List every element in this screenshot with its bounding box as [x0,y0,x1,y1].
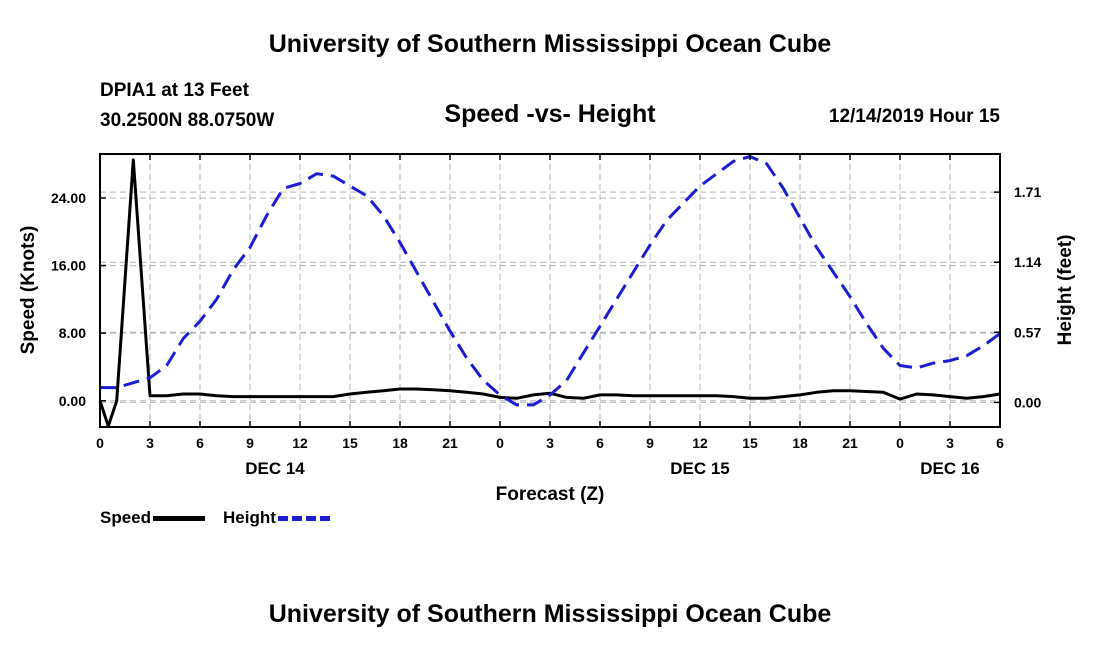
x-tick-label: 15 [342,435,358,451]
legend-item-height: Height [223,508,330,528]
x-tick-label: 21 [442,435,458,451]
x-tick-label: 0 [896,435,904,451]
y-left-tick-label: 16.00 [51,258,86,274]
x-tick-label: 9 [246,435,254,451]
legend-item-speed: Speed [100,508,206,528]
legend-label-speed: Speed [100,508,152,527]
x-tick-label: 0 [96,435,104,451]
y-axis-right-title: Height (feet) [1055,235,1076,346]
x-tick-label: 3 [146,435,154,451]
series-lines [98,155,1001,428]
legend-swatch-speed [153,515,206,521]
y-left-tick-label: 8.00 [59,325,86,341]
y-axis-left-title: Speed (Knots) [18,226,39,355]
x-tick-label: 6 [996,435,1004,451]
legend: Speed Height [100,508,348,528]
x-tick-label: 15 [742,435,758,451]
x-tick-label: 12 [692,435,708,451]
station-coordinates: 30.2500N 88.0750W [100,110,275,131]
x-tick-label: 3 [946,435,954,451]
y-right-tick-label: 0.57 [1014,324,1041,340]
chart-title: Speed -vs- Height [444,100,656,128]
series-line-speed [98,158,1001,428]
footer-title: University of Southern Mississippi Ocean… [268,600,832,628]
x-tick-label: 6 [596,435,604,451]
forecast-datetime: 12/14/2019 Hour 15 [828,106,1000,127]
series-line-height [100,155,1001,407]
x-day-label: DEC 15 [670,459,730,478]
x-tick-label: 3 [546,435,554,451]
x-tick-label: 21 [842,435,858,451]
x-tick-label: 12 [292,435,308,451]
legend-label-height: Height [223,508,276,527]
axes: 0 3 6 9 12 15 18 21 0 3 6 9 12 15 18 21 0 3 6 DEC 14 DEC 15 D… [51,153,1041,478]
y-left-tick-label: 24.00 [51,190,86,206]
y-right-tick-label: 0.00 [1014,394,1041,410]
x-tick-label: 6 [196,435,204,451]
x-tick-label: 18 [792,435,808,451]
station-name: DPIA1 at 13 Feet [100,80,249,101]
x-day-label: DEC 16 [920,459,980,478]
y-right-tick-label: 1.14 [1014,254,1041,270]
x-axis-title: Forecast (Z) [496,484,605,505]
x-day-label: DEC 14 [245,459,305,478]
page-title: University of Southern Mississippi Ocean… [268,30,832,58]
x-tick-label: 9 [646,435,654,451]
y-left-tick-label: 0.00 [59,393,86,409]
y-right-tick-label: 1.71 [1014,184,1041,200]
station-info: DPIA1 at 13 Feet 30.2500N 88.0750W [100,76,274,136]
legend-swatch-height [277,515,330,521]
x-tick-label: 0 [496,435,504,451]
x-tick-label: 18 [392,435,408,451]
grid-lines [100,154,1000,427]
